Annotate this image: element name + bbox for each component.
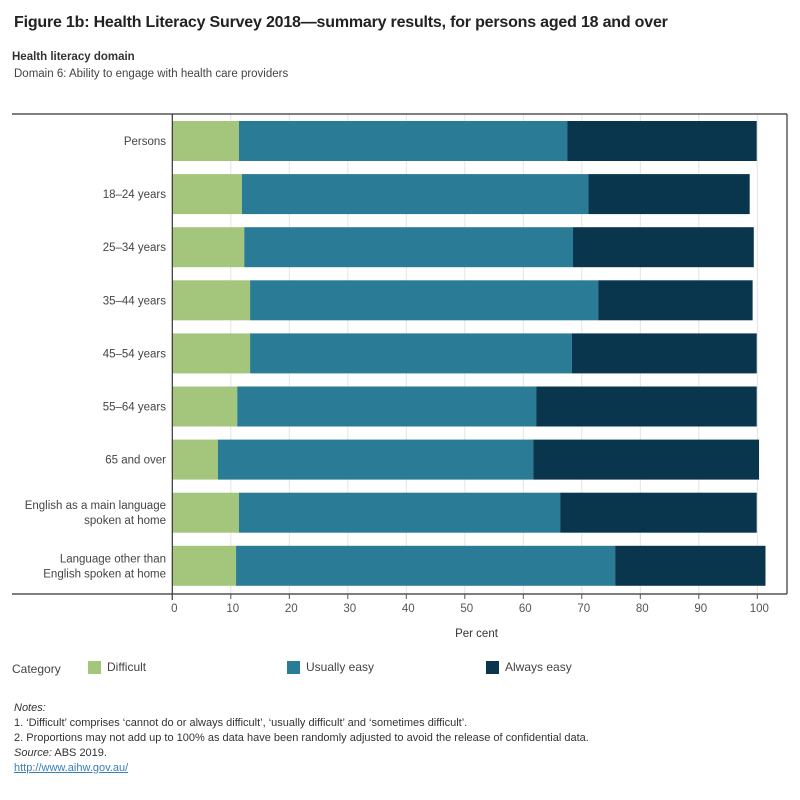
legend-swatch-difficult bbox=[88, 660, 101, 674]
bar-segment-always-easy[interactable] bbox=[571, 333, 757, 374]
x-tick-label: 80 bbox=[636, 603, 649, 615]
bar-segment-always-easy[interactable] bbox=[598, 280, 753, 321]
category-labels: Persons 18–24 years 25–34 years 35–44 years… bbox=[25, 136, 167, 580]
legend-item-always-easy[interactable]: Always easy bbox=[486, 660, 572, 674]
bar-segment-always-easy[interactable] bbox=[573, 227, 754, 268]
bar-segment-usually-easy[interactable] bbox=[217, 439, 534, 480]
bar-segment-always-easy[interactable] bbox=[533, 439, 760, 480]
legend-item-difficult[interactable]: Difficult bbox=[88, 660, 146, 674]
bar-segment-usually-easy[interactable] bbox=[250, 280, 599, 321]
notes: Notes: 1. ‘Difficult’ comprises ‘cannot … bbox=[14, 701, 589, 776]
bar-segment-usually-easy[interactable] bbox=[238, 121, 568, 161]
filter-label: Health literacy domain bbox=[12, 51, 135, 63]
category-label: English spoken at home bbox=[43, 568, 166, 580]
category-label: 45–54 years bbox=[103, 348, 167, 360]
x-tick-label: 30 bbox=[343, 603, 356, 615]
bar-segment-difficult[interactable] bbox=[172, 333, 251, 374]
x-tick-label: 50 bbox=[460, 603, 473, 615]
x-tick-label: 90 bbox=[694, 603, 707, 615]
notes-heading: Notes: bbox=[14, 702, 46, 714]
chart-title: Figure 1b: Health Literacy Survey 2018—s… bbox=[14, 14, 668, 31]
x-tick-label: 100 bbox=[750, 603, 769, 615]
source-line: Source: ABS 2019. bbox=[14, 746, 589, 761]
plot-frame bbox=[12, 113, 788, 600]
legend-label: Usually easy bbox=[306, 660, 375, 674]
category-label: 65 and over bbox=[105, 455, 166, 467]
x-axis-ticks: 0 10 20 30 40 50 60 70 80 90 100 bbox=[171, 594, 769, 615]
aihw-link[interactable]: http://www.aihw.gov.au/ bbox=[14, 762, 129, 774]
x-axis-title: Per cent bbox=[455, 628, 499, 640]
legend-swatch-usually-easy bbox=[287, 660, 300, 674]
x-tick-label: 0 bbox=[171, 603, 177, 615]
legend-title: Category bbox=[12, 662, 61, 676]
source-label: Source: bbox=[14, 747, 52, 759]
bar-segment-difficult[interactable] bbox=[172, 121, 239, 161]
bar-segment-usually-easy[interactable] bbox=[237, 386, 537, 427]
x-tick-label: 40 bbox=[402, 603, 415, 615]
legend-label: Difficult bbox=[107, 660, 147, 674]
bar-segment-always-easy[interactable] bbox=[536, 386, 757, 427]
bar-segment-usually-easy[interactable] bbox=[244, 227, 574, 268]
x-tick-label: 60 bbox=[519, 603, 532, 615]
bar-segment-difficult[interactable] bbox=[172, 227, 245, 268]
stacked-bar-chart: Persons 18–24 years 25–34 years 35–44 years… bbox=[12, 113, 788, 640]
bar-segment-always-easy[interactable] bbox=[615, 545, 766, 586]
category-label: 35–44 years bbox=[103, 295, 167, 307]
category-label: English as a main language bbox=[25, 500, 166, 512]
bar-segment-usually-easy[interactable] bbox=[236, 545, 616, 586]
legend-item-usually-easy[interactable]: Usually easy bbox=[287, 660, 374, 674]
bar-segment-always-easy[interactable] bbox=[588, 174, 750, 215]
category-label: 25–34 years bbox=[103, 242, 167, 254]
x-tick-label: 20 bbox=[285, 603, 298, 615]
bar-segment-always-easy[interactable] bbox=[560, 492, 757, 533]
source-text: ABS 2019. bbox=[51, 747, 107, 759]
bar-segment-usually-easy[interactable] bbox=[250, 333, 572, 374]
x-tick-label: 10 bbox=[226, 603, 239, 615]
category-label: Language other than bbox=[60, 553, 166, 565]
category-label: 18–24 years bbox=[103, 189, 167, 201]
category-label: 55–64 years bbox=[103, 402, 167, 414]
bar-segment-usually-easy[interactable] bbox=[241, 174, 589, 215]
bar-segment-difficult[interactable] bbox=[172, 439, 218, 480]
bar-segment-difficult[interactable] bbox=[172, 174, 242, 215]
note-line: 2. Proportions may not add up to 100% as… bbox=[14, 732, 589, 744]
x-tick-label: 70 bbox=[577, 603, 590, 615]
bar-segment-difficult[interactable] bbox=[172, 545, 237, 586]
category-label: spoken at home bbox=[84, 515, 166, 527]
bar-segment-always-easy[interactable] bbox=[567, 121, 757, 161]
bar-segment-difficult[interactable] bbox=[172, 280, 251, 321]
bar-segment-usually-easy[interactable] bbox=[238, 492, 561, 533]
note-line: 1. ‘Difficult’ comprises ‘cannot do or a… bbox=[14, 717, 468, 729]
category-label: Persons bbox=[124, 136, 166, 148]
bar-segment-difficult[interactable] bbox=[172, 386, 238, 427]
legend: Category Difficult Usually easy Always e… bbox=[12, 660, 792, 680]
bar-segment-difficult[interactable] bbox=[172, 492, 239, 533]
legend-swatch-always-easy bbox=[486, 660, 499, 674]
legend-label: Always easy bbox=[505, 660, 572, 674]
bars bbox=[172, 121, 766, 586]
filter-value[interactable]: Domain 6: Ability to engage with health … bbox=[14, 68, 289, 80]
